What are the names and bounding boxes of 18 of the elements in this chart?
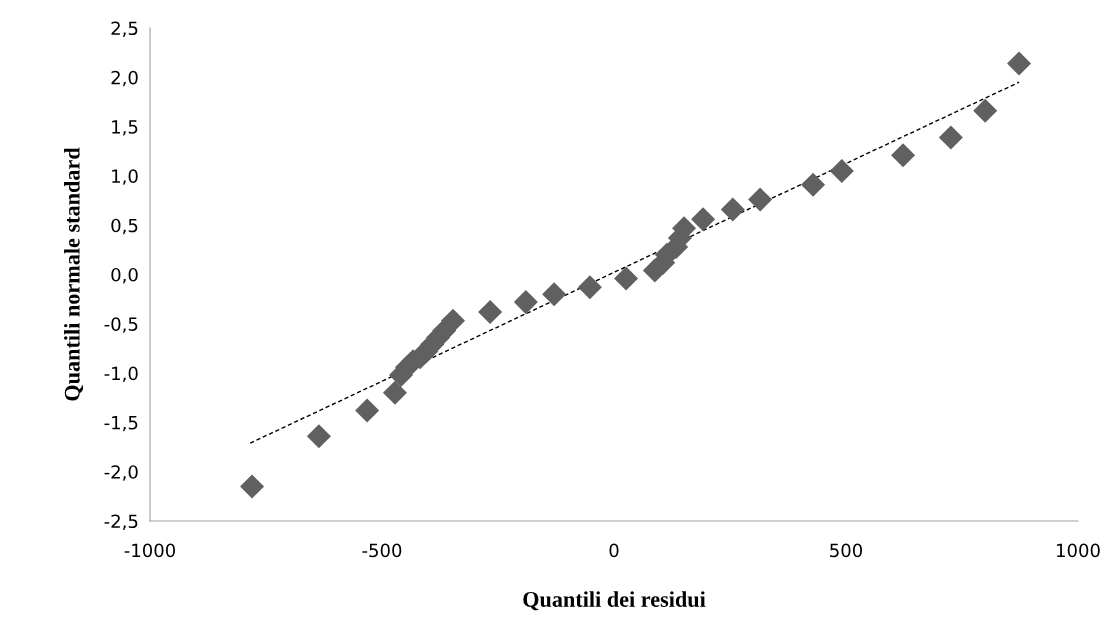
x-tick-label: 0 [609,543,619,558]
y-tick-label: -2,0 [104,465,138,481]
y-tick-label: -0,5 [104,317,138,333]
x-tick-label: -1000 [124,543,176,558]
x-tick-label: 1000 [1057,543,1100,558]
y-tick-label: 0,0 [111,267,138,284]
y-tick-label: 1,5 [112,120,138,136]
y-axis-title: Quantili normale standard [64,147,84,401]
y-tick-label: -2,5 [104,514,138,530]
x-tick-label: -500 [362,543,402,558]
x-tick-label: 500 [830,543,863,558]
y-tick-label: -1,5 [104,416,138,432]
y-tick-label: 0,5 [111,218,138,235]
y-tick-label: -1,0 [104,366,138,383]
y-tick-label: 2,5 [111,21,138,37]
y-tick-label: 1,0 [112,169,138,185]
y-tick-label: 2,0 [111,70,138,87]
x-axis-title: Quantili dei residui [523,591,706,611]
